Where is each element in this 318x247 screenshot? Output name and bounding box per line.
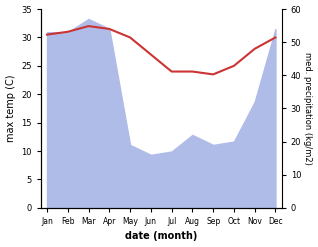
- X-axis label: date (month): date (month): [125, 231, 197, 242]
- Y-axis label: med. precipitation (kg/m2): med. precipitation (kg/m2): [303, 52, 313, 165]
- Y-axis label: max temp (C): max temp (C): [5, 75, 16, 142]
